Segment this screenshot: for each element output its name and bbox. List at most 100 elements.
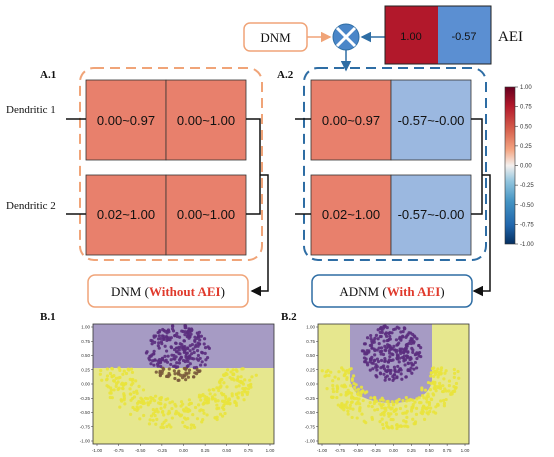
panel-a2: A.2 0.00~0.97 -0.57~-0.00 0.02~1.00 -0.5… bbox=[277, 67, 491, 308]
scatter-point bbox=[164, 349, 169, 353]
b2-x-tick-label: 0.50 bbox=[425, 448, 434, 453]
scatter-point bbox=[167, 423, 171, 427]
scatter-point bbox=[398, 406, 403, 411]
scatter-point bbox=[205, 413, 209, 417]
scatter-point bbox=[340, 402, 344, 406]
scatter-point bbox=[215, 417, 219, 422]
scatter-point bbox=[190, 352, 194, 356]
scatter-point bbox=[154, 370, 158, 374]
scatter-point bbox=[243, 378, 247, 382]
scatter-point bbox=[344, 385, 348, 389]
scatter-point bbox=[439, 399, 443, 403]
a2-row1-cell2-text: -0.57~-0.00 bbox=[398, 113, 465, 128]
scatter-point bbox=[141, 388, 146, 392]
scatter-point bbox=[181, 420, 185, 424]
scatter-point bbox=[158, 373, 163, 377]
scatter-point bbox=[184, 378, 188, 382]
scatter-point bbox=[199, 398, 203, 402]
scatter-point bbox=[426, 394, 431, 399]
scatter-point bbox=[199, 334, 204, 338]
scatter-point bbox=[433, 381, 437, 385]
scatter-point bbox=[399, 351, 403, 355]
scatter-point bbox=[423, 388, 428, 392]
scatter-point bbox=[126, 367, 130, 371]
scatter-point bbox=[213, 416, 217, 420]
scatter-point bbox=[223, 411, 227, 416]
scatter-point bbox=[388, 334, 392, 338]
scatter-point bbox=[369, 343, 374, 347]
scatter-point bbox=[356, 393, 361, 397]
scatter-point bbox=[373, 336, 377, 340]
scatter-point bbox=[429, 371, 433, 375]
scatter-point bbox=[160, 342, 164, 346]
scatter-point bbox=[220, 377, 224, 382]
scatter-point bbox=[413, 400, 417, 404]
scatter-point bbox=[203, 351, 207, 355]
scatter-point bbox=[175, 361, 179, 365]
scatter-point bbox=[345, 400, 349, 404]
scatter-point bbox=[420, 394, 425, 398]
scatter-point bbox=[162, 336, 166, 341]
scatter-point bbox=[124, 371, 129, 376]
scatter-point bbox=[198, 369, 202, 373]
scatter-point bbox=[379, 372, 383, 376]
scatter-point bbox=[436, 385, 440, 389]
colorbar-tick-label: -0.50 bbox=[520, 203, 534, 209]
scatter-point bbox=[176, 411, 180, 415]
scatter-point bbox=[370, 404, 374, 409]
scatter-point bbox=[185, 425, 189, 430]
scatter-point bbox=[178, 335, 182, 339]
scatter-point bbox=[426, 380, 431, 385]
a2-row2-cell2-text: -0.57~-0.00 bbox=[398, 207, 465, 222]
b2-y-tick-label: 1.00 bbox=[306, 325, 315, 330]
scatter-point bbox=[156, 410, 160, 414]
scatter-point bbox=[231, 372, 236, 376]
scatter-point bbox=[242, 398, 246, 402]
scatter-point bbox=[333, 375, 337, 379]
scatter-point bbox=[189, 332, 193, 336]
scatter-point bbox=[355, 416, 359, 420]
a1-row2-cell2 bbox=[165, 174, 247, 256]
b1-y-tick-label: 0.75 bbox=[81, 339, 90, 344]
b1-x-tick-label: 0.00 bbox=[179, 448, 188, 453]
scatter-point bbox=[172, 369, 176, 373]
scatter-point bbox=[155, 362, 160, 366]
scatter-point bbox=[250, 375, 254, 379]
scatter-point bbox=[118, 368, 122, 373]
scatter-point bbox=[405, 354, 410, 359]
scatter-point bbox=[152, 335, 156, 339]
scatter-point bbox=[118, 405, 122, 409]
dendritic-2-label: Dendritic 2 bbox=[6, 200, 56, 212]
b1-x-tick-label: -1.00 bbox=[92, 448, 103, 453]
a1-row1-cell1 bbox=[85, 79, 167, 161]
scatter-point bbox=[180, 329, 184, 333]
a1-row2-cell1-text: 0.02~1.00 bbox=[97, 207, 155, 222]
scatter-point bbox=[149, 362, 153, 366]
scatter-point bbox=[382, 339, 386, 343]
a2-output-box bbox=[311, 274, 473, 308]
b1-x-tick-label: 0.75 bbox=[244, 448, 253, 453]
scatter-point bbox=[375, 368, 379, 372]
scatter-point bbox=[384, 375, 388, 380]
scatter-point bbox=[229, 370, 233, 374]
aei-label: AEI bbox=[498, 29, 523, 45]
scatter-point bbox=[375, 357, 380, 361]
scatter-point bbox=[359, 390, 364, 394]
scatter-point bbox=[365, 336, 370, 340]
scatter-point bbox=[368, 400, 372, 405]
scatter-point bbox=[364, 352, 368, 356]
scatter-point bbox=[411, 417, 415, 421]
scatter-point bbox=[228, 402, 232, 406]
colorbar-tick-label: 0.75 bbox=[520, 105, 532, 111]
scatter-point bbox=[234, 368, 238, 372]
scatter-point bbox=[388, 331, 392, 335]
scatter-point bbox=[404, 343, 409, 348]
scatter-point bbox=[166, 412, 170, 416]
scatter-point bbox=[173, 402, 177, 406]
scatter-point bbox=[412, 367, 416, 371]
scatter-point bbox=[340, 384, 344, 388]
scatter-point bbox=[335, 395, 339, 400]
scatter-point bbox=[192, 350, 196, 355]
scatter-point bbox=[339, 393, 343, 397]
scatter-point bbox=[162, 413, 166, 417]
